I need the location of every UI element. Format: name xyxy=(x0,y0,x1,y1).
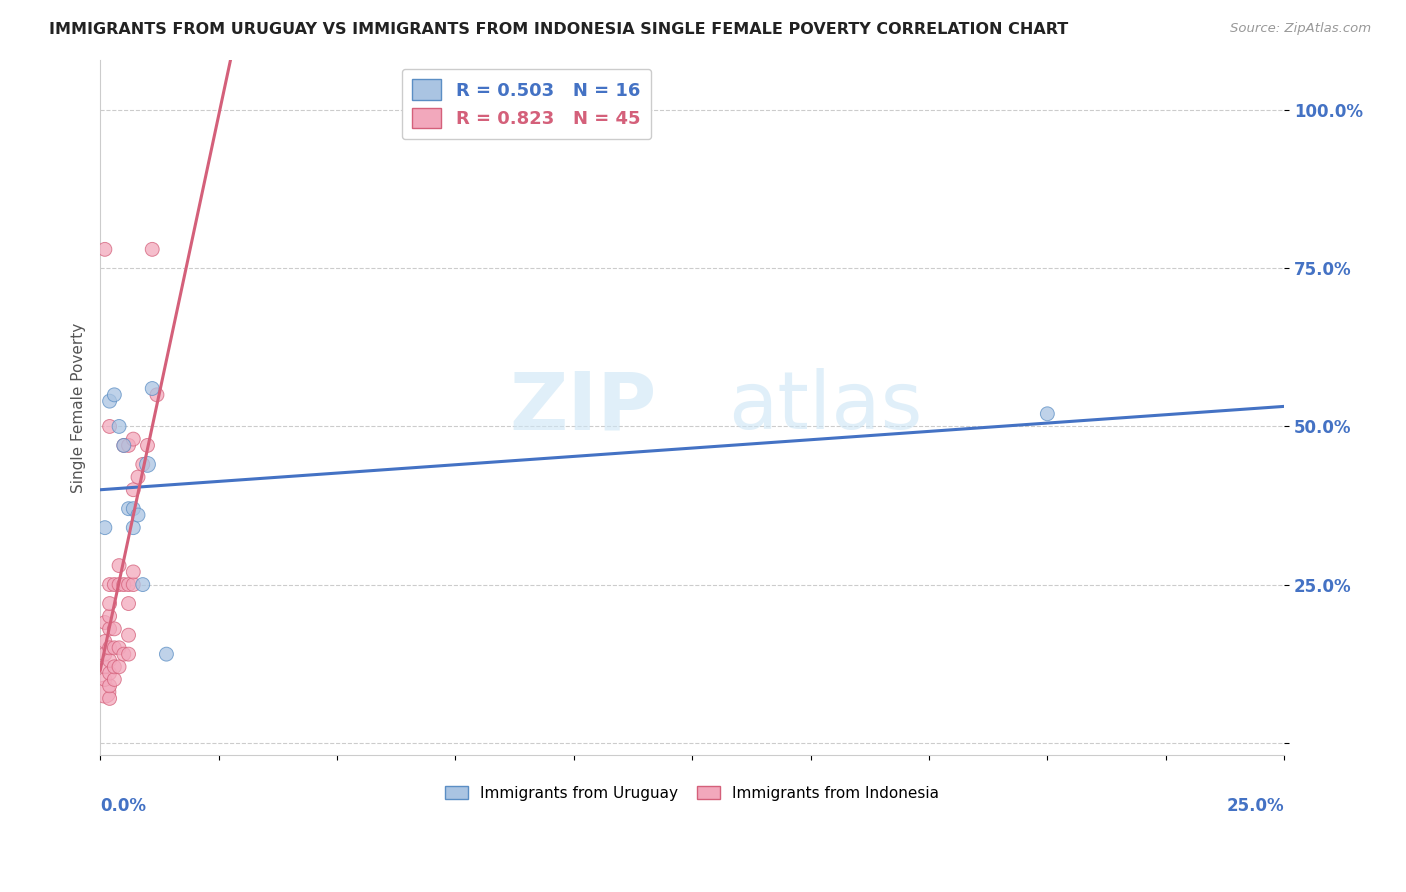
Point xyxy=(94,615,117,630)
Point xyxy=(122,483,145,497)
Point xyxy=(98,653,121,667)
Point xyxy=(117,597,139,611)
Point xyxy=(117,501,139,516)
Point xyxy=(98,419,121,434)
Point xyxy=(146,388,169,402)
Point xyxy=(108,558,131,573)
Y-axis label: Single Female Poverty: Single Female Poverty xyxy=(72,322,86,492)
Point xyxy=(122,501,145,516)
Point xyxy=(155,647,177,661)
Point xyxy=(117,438,139,452)
Point xyxy=(98,666,121,681)
Point xyxy=(136,438,159,452)
Point xyxy=(112,577,135,591)
Point xyxy=(94,660,117,674)
Point xyxy=(94,685,117,699)
Point xyxy=(117,647,139,661)
Point xyxy=(1036,407,1059,421)
Point xyxy=(103,577,125,591)
Point xyxy=(112,438,135,452)
Point xyxy=(122,577,145,591)
Point xyxy=(122,432,145,446)
Point xyxy=(127,508,149,522)
Point xyxy=(132,577,155,591)
Point xyxy=(108,660,131,674)
Point xyxy=(94,647,117,661)
Point xyxy=(98,679,121,693)
Point xyxy=(103,640,125,655)
Point xyxy=(94,521,117,535)
Point xyxy=(98,609,121,624)
Text: IMMIGRANTS FROM URUGUAY VS IMMIGRANTS FROM INDONESIA SINGLE FEMALE POVERTY CORRE: IMMIGRANTS FROM URUGUAY VS IMMIGRANTS FR… xyxy=(49,22,1069,37)
Point xyxy=(108,419,131,434)
Text: ZIP: ZIP xyxy=(509,368,657,447)
Point xyxy=(112,647,135,661)
Point xyxy=(94,673,117,687)
Point xyxy=(108,577,131,591)
Point xyxy=(94,634,117,648)
Point xyxy=(141,382,163,396)
Point xyxy=(98,622,121,636)
Point xyxy=(103,673,125,687)
Point xyxy=(132,458,155,472)
Point xyxy=(112,438,135,452)
Point xyxy=(103,622,125,636)
Point xyxy=(103,388,125,402)
Point xyxy=(122,565,145,579)
Point xyxy=(117,628,139,642)
Text: 0.0%: 0.0% xyxy=(100,797,146,815)
Point xyxy=(98,640,121,655)
Point xyxy=(141,243,163,257)
Point xyxy=(98,597,121,611)
Point xyxy=(98,691,121,706)
Point xyxy=(98,577,121,591)
Point xyxy=(127,470,149,484)
Point xyxy=(117,577,139,591)
Point xyxy=(103,660,125,674)
Point xyxy=(94,243,117,257)
Text: Source: ZipAtlas.com: Source: ZipAtlas.com xyxy=(1230,22,1371,36)
Point xyxy=(98,394,121,409)
Point xyxy=(108,640,131,655)
Point xyxy=(136,458,159,472)
Text: atlas: atlas xyxy=(728,368,922,447)
Text: 25.0%: 25.0% xyxy=(1226,797,1284,815)
Point xyxy=(122,521,145,535)
Legend: Immigrants from Uruguay, Immigrants from Indonesia: Immigrants from Uruguay, Immigrants from… xyxy=(439,780,945,807)
